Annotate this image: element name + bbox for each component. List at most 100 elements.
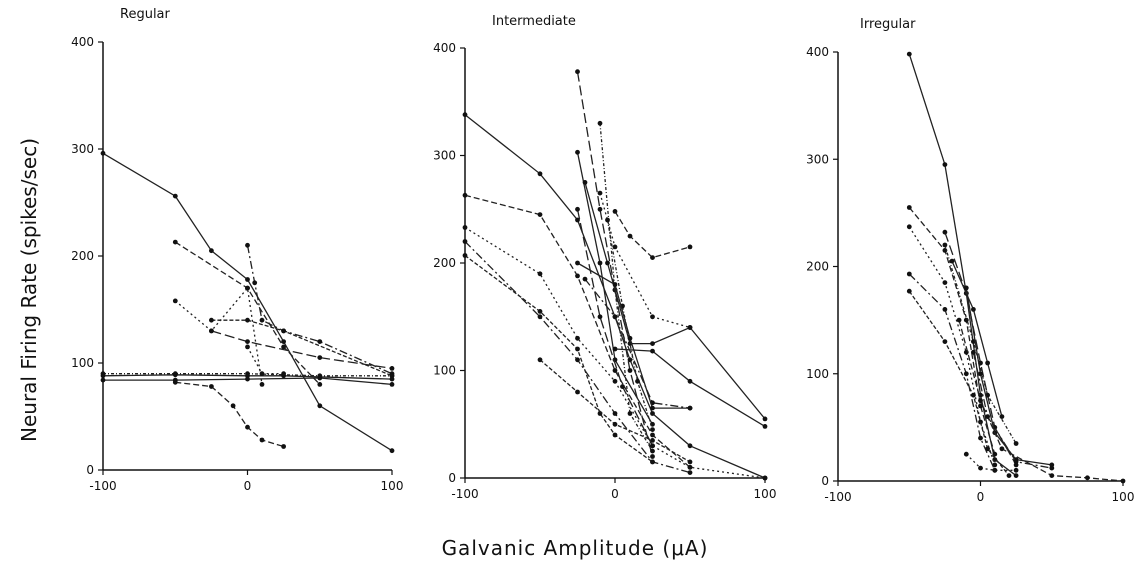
data-point: [963, 451, 969, 457]
series-path: [606, 219, 654, 430]
data-point: [612, 314, 618, 320]
data-point: [942, 242, 948, 248]
data-point: [575, 206, 580, 212]
x-tick-label: 0: [244, 479, 252, 493]
x-tick-label: -100: [824, 490, 851, 504]
series-line: [575, 69, 655, 459]
series-path: [951, 260, 1003, 417]
data-point: [389, 376, 395, 382]
series-line: [971, 349, 1055, 471]
series-line: [245, 344, 286, 377]
series-path: [211, 319, 393, 377]
data-point: [100, 150, 106, 156]
data-point: [978, 371, 983, 377]
data-point: [1049, 465, 1055, 471]
data-point: [650, 314, 655, 320]
data-point: [462, 253, 468, 258]
panel-title: Intermediate: [492, 14, 576, 29]
series-line: [100, 150, 395, 454]
data-point: [963, 317, 969, 323]
data-point: [1120, 478, 1126, 484]
series-path: [577, 262, 690, 409]
data-point: [650, 405, 655, 411]
series-path: [174, 286, 263, 385]
y-tick-label: 0: [821, 474, 829, 488]
data-point: [1049, 473, 1055, 478]
data-point: [281, 444, 286, 449]
series-line: [172, 285, 265, 387]
data-point: [762, 416, 768, 422]
data-point: [172, 239, 178, 245]
data-point: [687, 244, 693, 250]
data-point: [956, 317, 962, 323]
y-tick-label: 400: [71, 35, 94, 49]
data-point: [245, 424, 250, 430]
data-point: [687, 443, 693, 449]
data-point: [650, 443, 655, 449]
data-point: [317, 375, 323, 381]
data-point: [537, 171, 543, 177]
series-path: [584, 278, 691, 409]
data-point: [209, 317, 214, 323]
data-point: [462, 112, 468, 118]
series-path: [102, 152, 393, 452]
panel-intermediate: Intermediate 0 100 200 300 400 -100 0 100: [433, 14, 776, 501]
data-point: [687, 405, 693, 411]
x-tick-label: 0: [611, 487, 619, 501]
series-path: [944, 244, 1017, 444]
data-point: [575, 335, 580, 341]
data-point: [1013, 467, 1019, 473]
series-line: [462, 192, 693, 470]
series-path: [614, 211, 691, 259]
data-point: [209, 328, 214, 334]
data-point: [612, 209, 618, 214]
data-point: [942, 248, 948, 253]
data-point: [537, 212, 543, 218]
data-point: [650, 438, 655, 443]
data-point: [612, 432, 618, 438]
data-point: [537, 314, 543, 320]
data-point: [259, 371, 265, 377]
series-path: [944, 231, 1017, 466]
data-point: [620, 384, 625, 389]
data-point: [971, 392, 976, 398]
data-point: [612, 411, 618, 416]
data-point: [612, 421, 618, 427]
series-path: [576, 152, 654, 425]
series-line: [906, 271, 998, 473]
series-path: [584, 182, 766, 420]
series-line: [582, 180, 768, 422]
series-path: [908, 226, 996, 466]
series-line: [462, 253, 655, 465]
data-point: [281, 344, 286, 350]
data-point: [978, 435, 983, 441]
data-point: [245, 376, 250, 382]
data-point: [245, 339, 250, 344]
data-point: [635, 378, 640, 384]
data-point: [389, 448, 395, 454]
data-point: [575, 273, 580, 279]
data-point: [627, 411, 633, 416]
data-point: [963, 285, 969, 291]
data-point: [999, 414, 1005, 419]
data-point: [230, 403, 236, 409]
series-line: [949, 258, 1005, 419]
data-point: [627, 233, 633, 239]
series-path: [576, 209, 654, 447]
data-point: [172, 379, 178, 385]
data-point: [687, 325, 693, 330]
data-point: [537, 357, 543, 363]
series-line: [942, 242, 1019, 446]
data-point: [462, 192, 468, 198]
data-point: [597, 260, 603, 266]
data-point: [245, 344, 250, 350]
series-path: [246, 346, 284, 375]
x-tick-label: 0: [977, 490, 985, 504]
data-point: [612, 346, 618, 352]
data-point: [281, 339, 286, 344]
series-path: [972, 352, 1052, 469]
data-point: [389, 366, 395, 371]
series-path: [246, 245, 393, 375]
series-path: [599, 192, 691, 329]
data-point: [627, 357, 633, 363]
